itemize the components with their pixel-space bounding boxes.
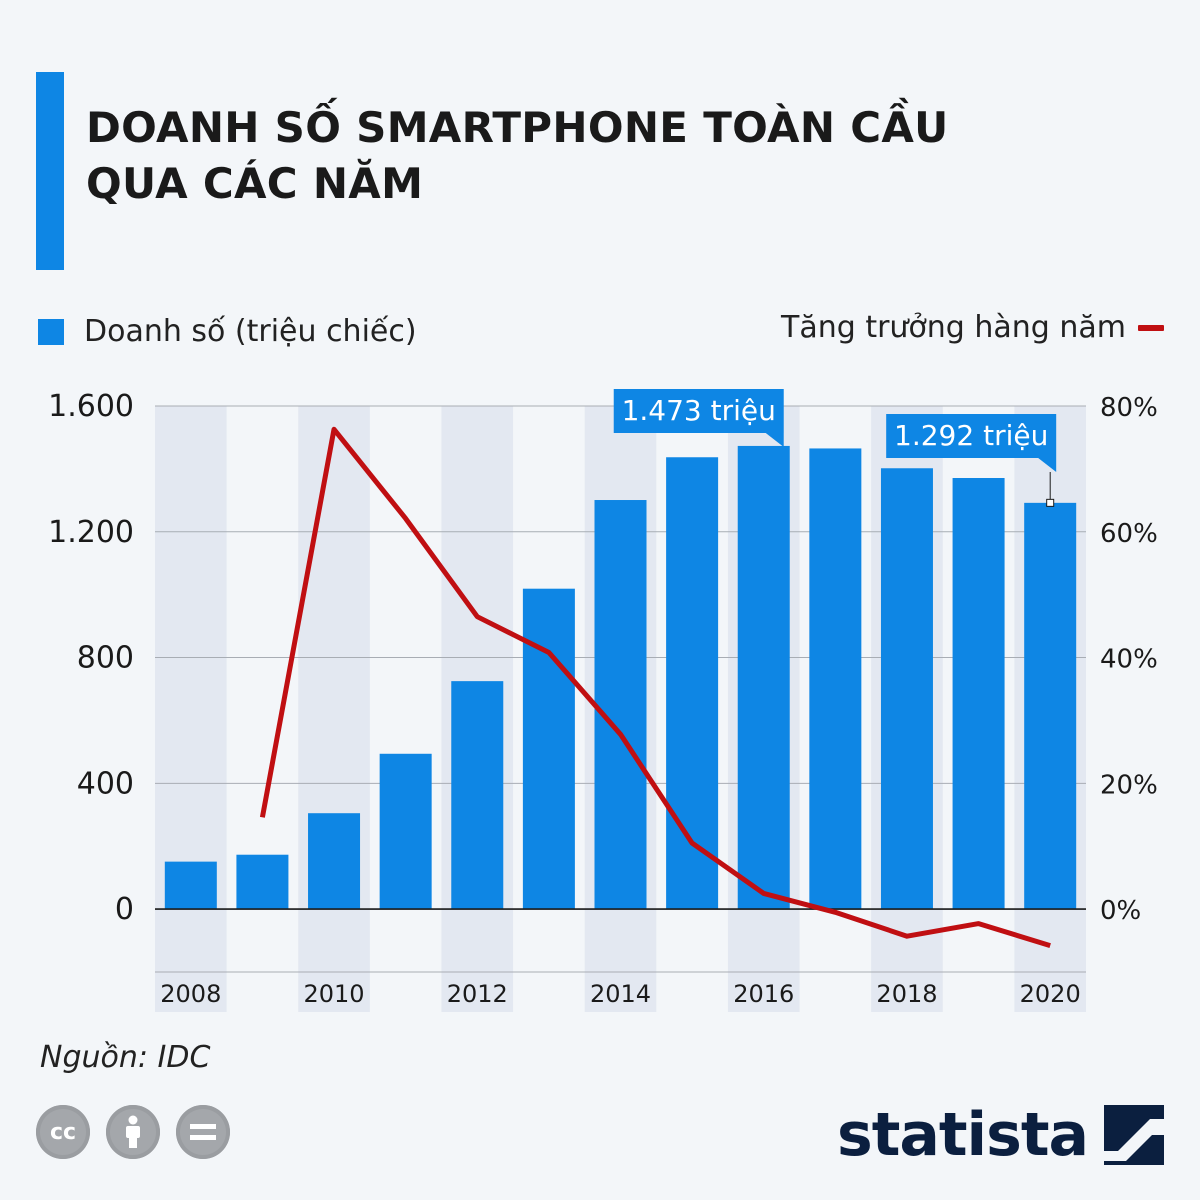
bar-2009 <box>236 854 289 910</box>
bar-2016 <box>737 445 790 910</box>
title-accent-bar <box>36 72 64 270</box>
bar-2017 <box>809 448 862 910</box>
callout-label-2020: 1.292 triệu <box>894 419 1048 452</box>
bar-2011 <box>379 753 432 910</box>
brand-name: statista <box>836 1100 1089 1170</box>
x-tick-label: 2018 <box>876 980 937 1008</box>
bar-2019 <box>952 478 1005 910</box>
x-tick-label: 2016 <box>733 980 794 1008</box>
title-line-2: QUA CÁC NĂM <box>86 159 424 208</box>
y-right-tick-label: 80% <box>1100 393 1158 423</box>
y-left-tick-label: 1.200 <box>48 515 134 550</box>
x-tick-label: 2020 <box>1020 980 1081 1008</box>
page-title: DOANH SỐ SMARTPHONE TOÀN CẦU QUA CÁC NĂM <box>86 100 1146 212</box>
y-right-tick-label: 60% <box>1100 519 1158 549</box>
bar-2010 <box>308 813 361 910</box>
growth-line <box>259 426 1051 948</box>
y-right-tick-label: 20% <box>1100 770 1158 800</box>
callout-box-2020 <box>886 414 1057 458</box>
y-left-tick-label: 0 <box>115 892 134 927</box>
bar-2015 <box>666 457 719 910</box>
y-left-tick-label: 1.600 <box>48 389 134 424</box>
bar-2012 <box>451 681 504 910</box>
callout-marker-2020 <box>1046 498 1055 507</box>
nd-icon <box>176 1105 230 1159</box>
chart-band-2010 <box>298 406 370 1012</box>
statista-brand: statista <box>837 1100 1164 1170</box>
y-right-tick-label: 40% <box>1100 645 1158 675</box>
callout-pointer-2016 <box>765 433 784 447</box>
cc-icon: cc <box>36 1105 90 1159</box>
callout-label-2016: 1.473 triệu <box>622 394 776 427</box>
legend-line-swatch <box>1138 324 1164 331</box>
legend-bar-swatch <box>38 318 64 345</box>
callout-box-2016 <box>613 389 784 433</box>
bar-2020 <box>1024 502 1077 910</box>
bar-2013 <box>522 588 575 910</box>
chart-band-2008 <box>155 406 227 1012</box>
statista-logo-icon <box>1104 1105 1164 1165</box>
legend-line: Tăng trưởng hàng năm <box>781 310 1164 345</box>
legend-line-label: Tăng trưởng hàng năm <box>781 310 1126 345</box>
y-left-tick-label: 400 <box>77 766 134 801</box>
title-line-1: DOANH SỐ SMARTPHONE TOÀN CẦU <box>86 103 949 152</box>
x-tick-label: 2014 <box>590 980 651 1008</box>
x-tick-label: 2010 <box>303 980 364 1008</box>
legend-bars: Doanh số (triệu chiếc) <box>38 314 417 349</box>
y-right-tick-label: 0% <box>1100 896 1141 926</box>
x-tick-label: 2012 <box>447 980 508 1008</box>
license-icons: cc <box>36 1105 230 1159</box>
by-icon <box>106 1105 160 1159</box>
y-left-tick-label: 800 <box>77 641 134 676</box>
bar-2014 <box>594 500 647 910</box>
x-tick-label: 2008 <box>160 980 221 1008</box>
legend-bars-label: Doanh số (triệu chiếc) <box>84 314 417 349</box>
bar-2008 <box>164 861 217 910</box>
bar-2018 <box>880 468 933 910</box>
callout-pointer-2020 <box>1038 458 1057 472</box>
source-note: Nguồn: IDC <box>40 1040 211 1075</box>
